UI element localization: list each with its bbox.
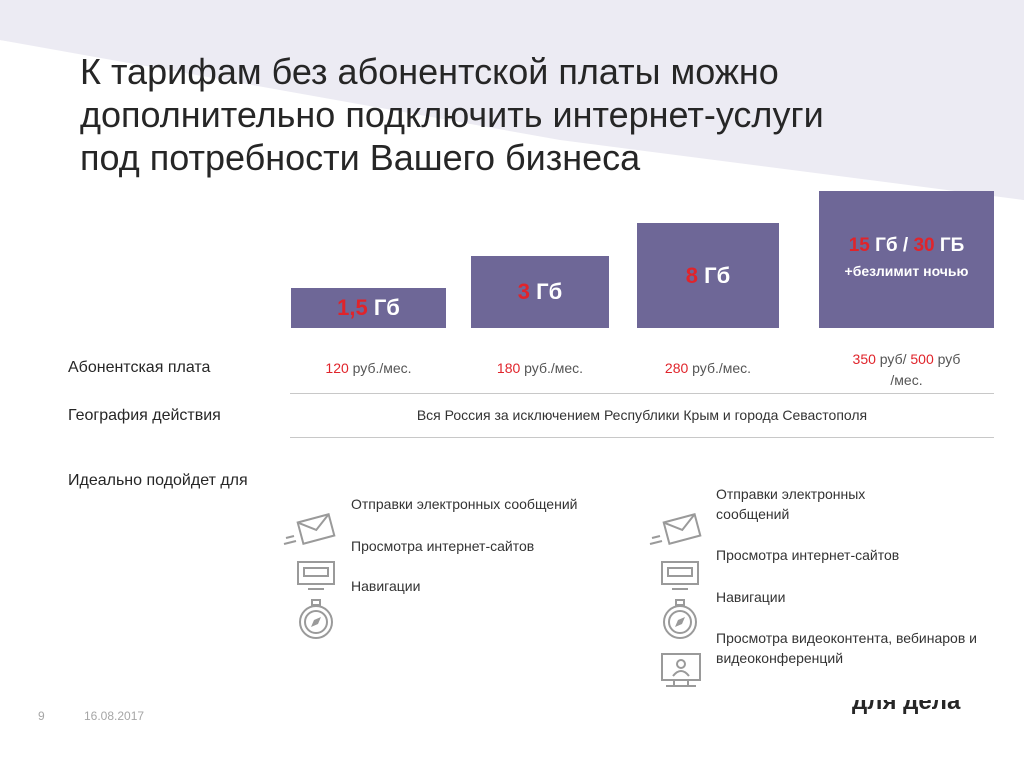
geo-value: Вся Россия за исключением Республики Кры… — [416, 407, 868, 423]
video-screen-icon — [661, 653, 701, 687]
price-amount: 120 — [325, 360, 349, 376]
tier-value-2: 30 — [913, 235, 935, 256]
price-amount: 180 — [496, 360, 521, 376]
tier-3gb: 3 Гб — [471, 256, 609, 328]
tier-label: 1,5 Гб — [337, 295, 400, 321]
price-2: 180 руб./мес. — [471, 360, 609, 376]
tier-label: 3 Гб — [518, 279, 562, 305]
brand-text: для дела — [852, 700, 961, 715]
use-right-2: Просмотра интернет-сайтов — [716, 547, 900, 563]
tier-value-1: 15 — [848, 235, 870, 256]
price-amount-2: 500 — [910, 351, 934, 367]
title-line-2: дополнительно подключить интернет-услуги — [80, 94, 824, 135]
use-right-4: Просмотра видеоконтента, вебинаров и вид… — [716, 630, 977, 666]
tier-value: 3 — [517, 279, 531, 304]
price-unit-2: руб — [933, 351, 961, 367]
monitor-icon — [661, 561, 699, 590]
tier-15-30gb: 15 Гб / 30 ГБ +безлимит ночью — [819, 191, 994, 328]
tier-unit: Гб — [698, 262, 731, 288]
price-line-2: /мес. — [890, 372, 923, 388]
envelope-icon — [649, 513, 702, 545]
tier-unit-1: Гб / — [869, 235, 914, 256]
price-amount: 280 — [664, 360, 689, 376]
use-left-2: Просмотра интернет-сайтов — [351, 538, 535, 554]
use-right-3: Навигации — [716, 589, 786, 605]
page-title: К тарифам без абонентской платы можно до… — [80, 50, 960, 179]
price-unit: руб./мес. — [520, 360, 584, 376]
price-line-1: 350 руб/ 500 руб — [819, 349, 994, 370]
use-right-1: Отправки электронных сообщений — [716, 486, 866, 522]
tier-unit: Гб — [530, 279, 563, 304]
monitor-icon — [297, 561, 335, 590]
tier-label: 8 Гб — [686, 263, 730, 289]
tier-value: 1,5 — [337, 295, 368, 320]
price-unit: руб./мес. — [348, 360, 412, 376]
page-number: 9 — [38, 709, 45, 723]
fee-label: Абонентская плата — [68, 359, 211, 376]
use-left-3: Навигации — [351, 578, 421, 594]
price-3: 280 руб./мес. — [637, 360, 779, 376]
title-line-1: К тарифам без абонентской платы можно — [80, 51, 779, 92]
brand-logo: для дела — [852, 700, 992, 724]
tier-label: 15 Гб / 30 ГБ — [849, 235, 965, 257]
price-unit-1: руб/ — [875, 351, 911, 367]
tier-8gb: 8 Гб — [637, 223, 779, 328]
divider-2 — [290, 437, 994, 438]
price-1: 120 руб./мес. — [291, 360, 446, 376]
use-left-1: Отправки электронных сообщений — [351, 496, 578, 512]
tier-unit-2: ГБ — [934, 235, 965, 256]
title-line-3: под потребности Вашего бизнеса — [80, 137, 641, 178]
price-4: 350 руб/ 500 руб /мес. — [819, 349, 994, 391]
compass-icon — [299, 599, 333, 639]
tier-note: +безлимит ночью — [844, 263, 969, 279]
divider-1 — [290, 393, 994, 394]
price-unit: руб./мес. — [688, 360, 752, 376]
footer-date: 16.08.2017 — [84, 709, 145, 723]
tier-value: 8 — [685, 262, 699, 288]
envelope-icon — [283, 513, 336, 545]
geo-label: География действия — [68, 407, 221, 424]
ideal-label: Идеально подойдет для — [68, 472, 248, 489]
compass-icon — [663, 599, 697, 639]
tier-unit: Гб — [367, 295, 400, 320]
price-amount-1: 350 — [852, 351, 876, 367]
tier-1-5gb: 1,5 Гб — [291, 288, 446, 328]
